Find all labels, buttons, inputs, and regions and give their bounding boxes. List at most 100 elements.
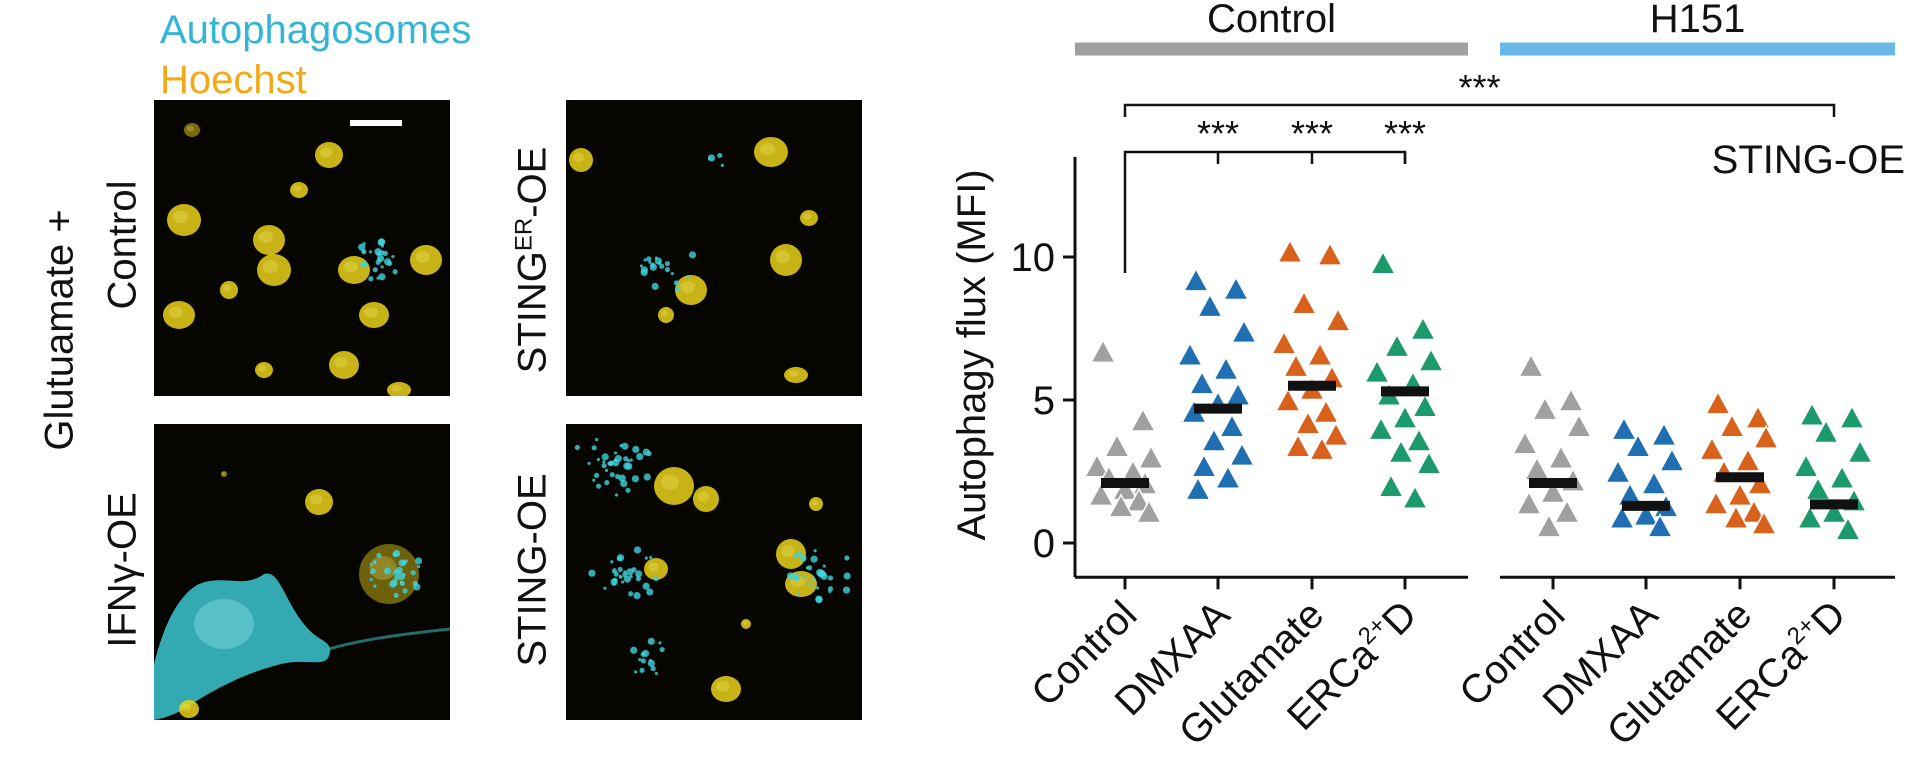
autophagosome-punctum [688,251,697,259]
autophagosome-punctum [649,555,653,560]
autophagosome-punctum [793,573,801,582]
autophagosome-punctum [373,561,377,565]
autophagosome-punctum [658,641,662,645]
data-point [1838,404,1866,429]
data-point [1798,401,1826,427]
data-point [1846,438,1874,464]
data-point [1103,433,1131,458]
autophagosome-punctum [614,455,622,463]
cell-body [154,573,330,720]
autophagosome-punctum [588,569,596,577]
autophagosome-punctum [596,457,600,462]
autophagosome-punctum [595,438,599,442]
autophagosome-punctum [843,572,851,580]
nucleus [776,539,806,569]
autophagosome-punctum [390,579,398,587]
autophagosome-punctum [827,575,834,581]
data-point [1222,275,1250,301]
data-point [1391,404,1419,429]
autophagosome-punctum [844,555,850,561]
autophagosome-punctum [399,580,405,587]
autophagosome-punctum [358,243,366,251]
nucleus [754,137,788,167]
group-label-1: H151 [1650,0,1746,41]
nucleus [359,302,389,328]
autophagosome-punctum [623,575,632,583]
autophagosome-punctum [380,265,384,269]
data-point [1517,353,1545,378]
data-point [1565,413,1593,438]
y-tick-label: 0 [1033,522,1055,566]
nucleus [770,244,802,276]
nucleus [220,281,238,299]
autophagosome-punctum [651,282,659,290]
nucleus [387,382,411,396]
data-point [1137,444,1165,469]
autophagosome-punctum [633,546,642,554]
data-point [1135,498,1163,524]
nucleus [255,362,273,378]
autophagosome-punctum [640,651,646,657]
autophagosome-punctum [822,564,826,568]
autophagosome-punctum [404,559,408,563]
autophagosome-punctum [799,554,807,562]
nucleus [305,489,333,515]
data-point [1284,433,1312,458]
data-point [1812,418,1840,444]
autophagosome-punctum [664,266,670,273]
autophagosome-punctum [815,596,823,604]
autophagosome-punctum [414,557,423,565]
autophagosome-punctum [362,249,366,253]
autophagosome-punctum [603,586,607,590]
autophagosome-punctum [646,256,652,262]
data-point [1547,444,1575,469]
autophagosome-punctum [393,549,401,558]
autophagosome-punctum [807,581,811,585]
nucleus [221,471,227,477]
scale-bar [350,120,402,126]
autophagosome-punctum [368,250,373,254]
autophagosome-punctum [602,460,606,464]
autophagosome-punctum [621,580,625,584]
data-point [1734,447,1762,472]
autophagosome-punctum [803,576,807,580]
autophagosome-punctum [821,571,825,575]
autophagosome-punctum [635,576,642,582]
data-point [1290,290,1318,315]
data-point [1624,433,1652,458]
nucleus [658,307,674,323]
autophagosome-punctum [617,566,623,573]
data-point [1111,476,1139,501]
autophagosome-punctum [629,458,633,462]
autophagosome-punctum [372,267,378,273]
significance-label: *** [1458,67,1500,108]
autophagosome-punctum [623,570,627,574]
autophagosome-punctum [596,483,602,489]
autophagosome-punctum [642,582,650,590]
data-point [1312,398,1340,424]
autophagosome-punctum [674,286,681,292]
significance-label: *** [1384,113,1426,154]
autophagosome-punctum [659,263,665,269]
autophagosome-punctum [604,468,609,472]
micrograph-control [154,100,450,396]
data-point [1306,341,1334,366]
autophagosome-punctum [369,577,373,582]
data-point [1276,238,1304,264]
significance-label: *** [1197,113,1239,154]
autophagosome-punctum [811,577,816,581]
autophagosome-punctum [625,462,633,470]
data-point [1744,404,1772,429]
autophagosome-punctum [796,550,802,557]
data-point [1531,396,1559,421]
data-point [1608,504,1636,530]
autophagosome-punctum [623,456,629,462]
sting-oe-annotation: STING-OE [1712,138,1905,182]
autophagosome-punctum [370,571,374,575]
nucleus [675,275,707,305]
data-point [1228,441,1256,467]
nucleus [809,497,823,511]
data-point [1796,504,1824,530]
autophagosome-punctum [707,156,712,161]
